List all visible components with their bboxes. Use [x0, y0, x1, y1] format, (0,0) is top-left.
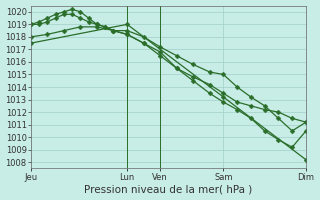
X-axis label: Pression niveau de la mer( hPa ): Pression niveau de la mer( hPa ) [84, 184, 252, 194]
